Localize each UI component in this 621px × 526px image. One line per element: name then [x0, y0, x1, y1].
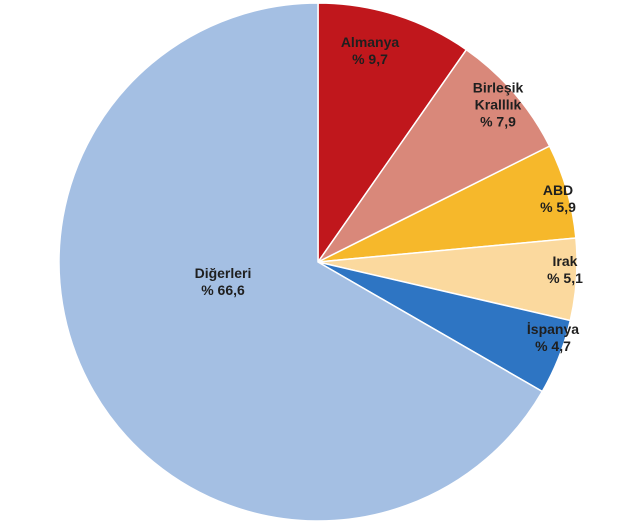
slice-label-group-1: Almanya% 9,7	[341, 34, 400, 67]
slice-label-group-4: Irak% 5,1	[547, 253, 583, 286]
slice-value-label: % 9,7	[352, 51, 388, 67]
slice-label-group-5: İspanya% 4,7	[527, 321, 579, 354]
pie-slice-6	[58, 2, 544, 522]
pie-slice-2	[317, 48, 551, 263]
slice-category-label: Almanya	[341, 34, 400, 50]
slice-category-label: ABD	[543, 182, 573, 198]
slice-value-label: % 5,9	[540, 199, 576, 215]
slice-value-label: % 7,9	[480, 114, 516, 130]
slice-label-group-6: Diğerleri% 66,6	[195, 265, 252, 298]
slice-value-label: % 5,1	[547, 270, 583, 286]
slice-category-label: Diğerleri	[195, 265, 252, 281]
slice-label-group-3: ABD% 5,9	[540, 182, 576, 215]
pie-slice-1	[317, 2, 468, 265]
slice-value-label: % 66,6	[201, 282, 245, 298]
slice-value-label: % 4,7	[535, 338, 571, 354]
slice-category-label: Birleşik	[473, 80, 524, 96]
slice-category-label: Irak	[553, 253, 578, 269]
slice-category-label: İspanya	[527, 321, 579, 337]
slice-category-label: Kralllık	[475, 97, 522, 113]
